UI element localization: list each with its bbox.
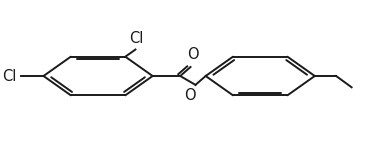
Text: Cl: Cl (3, 69, 17, 83)
Text: O: O (184, 88, 196, 103)
Text: O: O (187, 47, 198, 62)
Text: Cl: Cl (129, 31, 143, 46)
